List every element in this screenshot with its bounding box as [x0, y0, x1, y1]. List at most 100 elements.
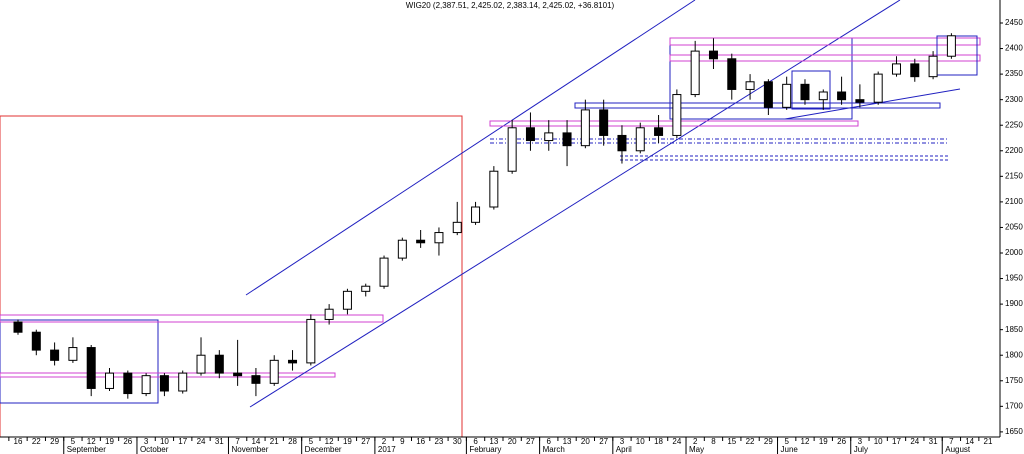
channel-line: [245, 0, 696, 296]
candle-body: [837, 91, 847, 101]
candle-body: [452, 221, 462, 234]
candle-body: [214, 354, 224, 374]
pink-band: [669, 37, 981, 46]
chart-title: WIG20 (2,387.51, 2,425.02, 2,383.14, 2,4…: [406, 1, 615, 10]
candle-body: [745, 81, 755, 90]
candle-body: [471, 206, 481, 223]
x-tick-label: 5: [71, 437, 76, 446]
x-tick-label: 26: [123, 437, 132, 446]
y-tick-label: 1850: [1005, 325, 1023, 334]
candle-body: [580, 109, 590, 147]
x-tick-label: 3: [858, 437, 863, 446]
candle-body: [68, 347, 78, 361]
x-tick-label: 16: [416, 437, 425, 446]
blue-box: [936, 35, 978, 76]
candle-body: [617, 134, 627, 152]
month-label: March: [543, 445, 565, 454]
candle-body: [727, 58, 737, 90]
x-tick-label: 12: [87, 437, 96, 446]
candle-body: [434, 232, 444, 244]
x-tick-label: 10: [160, 437, 169, 446]
y-tick-label: 1700: [1005, 401, 1023, 410]
y-tick-label: 1650: [1005, 427, 1023, 436]
x-tick-label: 19: [343, 437, 352, 446]
candle-body: [361, 285, 371, 292]
x-tick-label: 27: [599, 437, 608, 446]
x-tick-label: 20: [508, 437, 517, 446]
candle-body: [379, 257, 389, 287]
x-tick-label: 7: [235, 437, 240, 446]
candle-body: [233, 372, 243, 377]
x-tick-label: 27: [526, 437, 535, 446]
month-label: December: [305, 445, 342, 454]
month-label: August: [945, 445, 971, 454]
x-tick-label: 12: [325, 437, 334, 446]
pink-band: [0, 314, 384, 323]
month-label: October: [140, 445, 169, 454]
x-tick-label: 17: [892, 437, 901, 446]
x-tick-label: 17: [178, 437, 187, 446]
candle-body: [324, 308, 334, 320]
candle-body: [31, 331, 41, 351]
candle-body: [416, 239, 426, 244]
candle-body: [544, 132, 554, 142]
x-tick-label: 31: [215, 437, 224, 446]
month-label: April: [616, 445, 632, 454]
candle-body: [306, 318, 316, 364]
x-tick-label: 24: [910, 437, 919, 446]
x-tick-label: 21: [984, 437, 993, 446]
candle-body: [672, 94, 682, 136]
x-tick-label: 13: [489, 437, 498, 446]
y-tick-label: 2300: [1005, 95, 1023, 104]
x-tick-label: 28: [288, 437, 297, 446]
channel-line: [249, 0, 901, 408]
y-tick-label: 2250: [1005, 120, 1023, 129]
candle-body: [196, 354, 206, 374]
candle-body: [873, 73, 883, 103]
y-tick-label: 2050: [1005, 223, 1023, 232]
y-tick-label: 2100: [1005, 197, 1023, 206]
candle-body: [251, 375, 261, 384]
x-tick-label: 12: [801, 437, 810, 446]
y-tick-label: 2150: [1005, 171, 1023, 180]
candle-body: [507, 127, 517, 172]
candle-body: [105, 372, 115, 389]
candle-body: [910, 63, 920, 78]
x-tick-label: 3: [144, 437, 149, 446]
x-tick-label: 15: [727, 437, 736, 446]
y-tick-label: 1900: [1005, 299, 1023, 308]
x-tick-label: 2: [382, 437, 387, 446]
month-label: November: [231, 445, 268, 454]
x-tick-label: 5: [784, 437, 789, 446]
y-tick-label: 1750: [1005, 376, 1023, 385]
x-tick-label: 31: [929, 437, 938, 446]
x-tick-label: 24: [672, 437, 681, 446]
candle-body: [86, 347, 96, 389]
candle-body: [562, 132, 572, 147]
month-label: September: [67, 445, 106, 454]
candle-body: [525, 127, 535, 142]
x-tick-label: 5: [309, 437, 314, 446]
x-tick-label: 9: [400, 437, 405, 446]
x-tick-label: 14: [965, 437, 974, 446]
month-label: February: [469, 445, 501, 454]
x-tick-label: 23: [434, 437, 443, 446]
x-tick-label: 10: [636, 437, 645, 446]
blue-band: [574, 102, 941, 109]
candle-body: [708, 50, 718, 60]
x-tick-label: 8: [711, 437, 716, 446]
month-label: May: [689, 445, 704, 454]
x-tick-label: 18: [654, 437, 663, 446]
candle-body: [397, 239, 407, 259]
y-tick-label: 2450: [1005, 18, 1023, 27]
y-tick-label: 2000: [1005, 248, 1023, 257]
x-tick-label: 27: [361, 437, 370, 446]
x-tick-label: 24: [197, 437, 206, 446]
x-tick-label: 3: [620, 437, 625, 446]
x-tick-label: 19: [105, 437, 114, 446]
candle-body: [159, 375, 169, 392]
trend-line: [784, 88, 961, 120]
candle-body: [599, 109, 609, 136]
month-label: 2017: [378, 445, 396, 454]
